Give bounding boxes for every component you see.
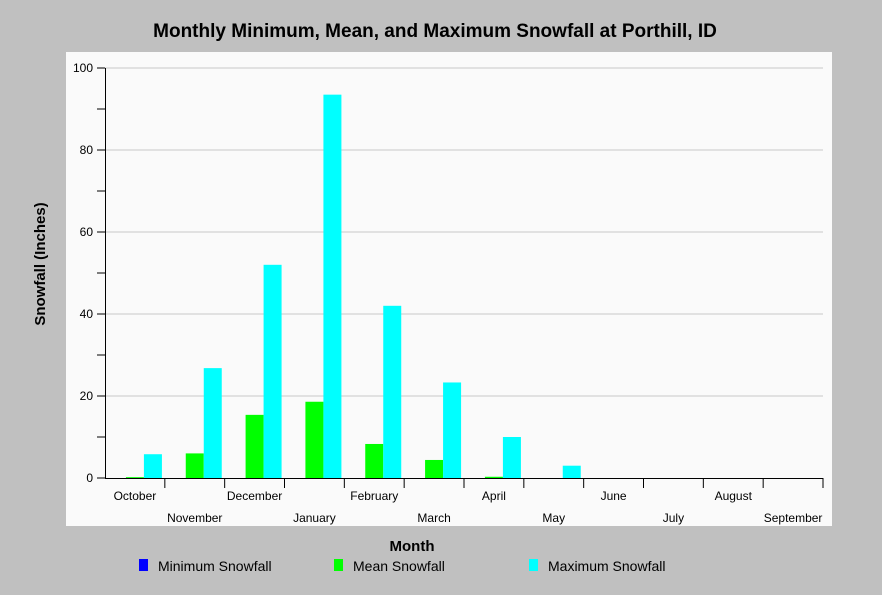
bar <box>562 465 581 478</box>
legend-item: Mean Snowfall <box>334 558 445 574</box>
x-tick-label: March <box>417 511 450 525</box>
bar <box>365 443 384 478</box>
bar <box>125 477 144 478</box>
legend: Minimum Snowfall Mean Snowfall Maximum Sno… <box>139 558 665 574</box>
x-tick-label: June <box>601 489 627 503</box>
bar <box>383 305 402 478</box>
x-tick-label: May <box>542 511 565 525</box>
bar <box>245 414 264 478</box>
legend-swatch <box>334 559 343 571</box>
bar <box>185 453 204 478</box>
y-tick-label: 40 <box>80 307 94 321</box>
gridlines <box>105 67 823 397</box>
x-tick-labels: October November December January February Ma… <box>114 489 823 525</box>
x-tick-label: December <box>227 489 282 503</box>
bars <box>125 94 581 479</box>
x-tick-label: July <box>663 511 684 525</box>
legend-swatch <box>529 559 538 571</box>
bar <box>443 382 462 478</box>
bar <box>425 459 444 478</box>
legend-label: Mean Snowfall <box>353 558 445 574</box>
y-axis-title: Snowfall (Inches) <box>32 202 49 325</box>
y-tick-label: 20 <box>80 389 94 403</box>
x-tick-label: February <box>350 489 398 503</box>
bar <box>263 264 282 478</box>
bar <box>203 368 222 478</box>
x-axis-title: Month <box>390 538 435 555</box>
bar <box>305 401 324 478</box>
legend-item: Maximum Snowfall <box>529 558 665 574</box>
x-tick-label: September <box>764 511 823 525</box>
bar <box>502 437 521 478</box>
y-tick-label: 60 <box>80 225 94 239</box>
y-tick-labels: 0 20 40 60 80 100 <box>73 61 93 485</box>
axes <box>97 67 824 488</box>
x-tick-label: August <box>715 489 753 503</box>
legend-label: Minimum Snowfall <box>158 558 272 574</box>
y-tick-label: 0 <box>86 471 93 485</box>
y-tick-label: 100 <box>73 61 93 75</box>
x-tick-label: January <box>293 511 336 525</box>
bar <box>484 476 503 478</box>
bar <box>323 94 342 479</box>
legend-item: Minimum Snowfall <box>139 558 272 574</box>
bar <box>143 454 162 478</box>
legend-label: Maximum Snowfall <box>548 558 665 574</box>
y-tick-label: 80 <box>80 143 94 157</box>
x-tick-label: November <box>167 511 222 525</box>
legend-swatch <box>139 559 148 571</box>
x-tick-label: October <box>114 489 157 503</box>
x-tick-label: April <box>482 489 506 503</box>
chart-title: Monthly Minimum, Mean, and Maximum Snowf… <box>153 21 717 42</box>
